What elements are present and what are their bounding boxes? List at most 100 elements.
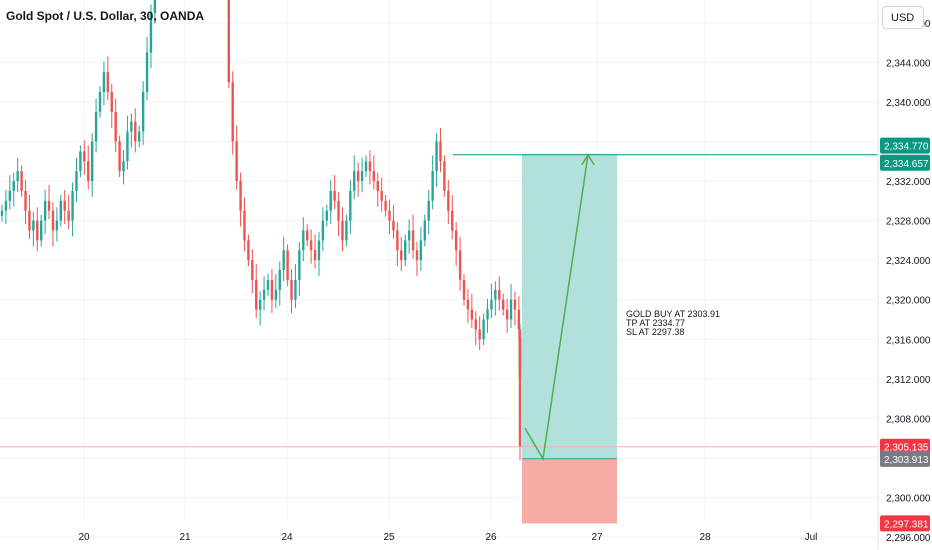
candle-body: [518, 359, 522, 379]
candle-body: [145, 52, 149, 93]
currency-button[interactable]: USD: [882, 6, 924, 29]
candle-body: [28, 210, 31, 231]
candle-body: [517, 309, 521, 330]
price-badge-label: 2,334.657: [884, 159, 929, 170]
candle-body: [313, 250, 317, 261]
y-tick-label: 2,308.000: [886, 414, 931, 425]
loss-zone: [522, 458, 617, 524]
x-tick-label: 28: [699, 532, 711, 543]
candle-body: [400, 250, 403, 261]
candle-body: [102, 72, 106, 93]
price-badge-label: 2,334.770: [884, 142, 929, 153]
candle-body: [505, 309, 509, 320]
candle-body: [122, 161, 125, 172]
candle-body: [439, 141, 442, 162]
candle-body: [251, 260, 254, 280]
candle-body: [466, 299, 470, 310]
y-tick-label: 2,300.000: [886, 494, 931, 505]
candle-body: [90, 141, 94, 182]
candle-body: [427, 200, 430, 221]
candle-body: [411, 230, 415, 251]
candle-body: [106, 72, 110, 93]
candle-body: [258, 299, 262, 310]
candle-body: [8, 190, 12, 201]
candle-body: [126, 131, 129, 162]
candle-body: [16, 171, 19, 182]
candle-body: [333, 190, 336, 201]
candle-body: [0, 210, 4, 216]
candle-body: [404, 240, 407, 261]
grid-lines: [0, 0, 878, 538]
candle-body: [227, 0, 230, 83]
candle-body: [494, 289, 497, 300]
candle-body: [138, 131, 141, 142]
candle-body: [32, 220, 35, 231]
candle-body: [278, 270, 281, 290]
candle-body: [67, 210, 70, 221]
candle-body: [431, 171, 434, 201]
candle-body: [12, 181, 15, 191]
candle-body: [153, 0, 157, 13]
candle-body: [141, 92, 145, 132]
candle-body: [321, 220, 325, 241]
candle-body: [47, 200, 51, 211]
candle-body: [118, 141, 121, 172]
x-tick-label: 25: [383, 532, 395, 543]
candle-body: [36, 220, 39, 241]
candle-body: [306, 230, 309, 241]
trade-arrow: [524, 154, 589, 462]
x-tick-label: 21: [179, 532, 191, 543]
annotation-line-sl: SL AT 2297.38: [626, 327, 685, 337]
price-badge-target: [880, 154, 930, 171]
candle-body: [79, 151, 82, 172]
candle-body: [353, 171, 356, 191]
candle-body: [294, 279, 297, 300]
candle-body: [298, 250, 301, 280]
y-tick-label: 2,344.000: [886, 58, 931, 69]
candle-body: [364, 161, 368, 172]
candle-body: [309, 240, 313, 251]
candle-body: [368, 161, 372, 172]
candle-body: [498, 289, 501, 300]
annotation-line-tp: TP AT 2334.77: [626, 318, 686, 328]
candle-body: [4, 200, 8, 211]
candle-body: [360, 171, 364, 182]
candle-body: [384, 200, 387, 211]
price-badge-label: 2,303.913: [884, 455, 929, 466]
candle-body: [317, 240, 321, 261]
candle-body: [356, 171, 360, 182]
candle-body: [407, 230, 411, 241]
candle-body: [266, 279, 270, 290]
candle-body: [87, 161, 90, 182]
candle-body: [302, 230, 305, 251]
candle-body: [509, 299, 513, 320]
candle-body: [451, 210, 454, 231]
y-tick-label: 2,316.000: [886, 335, 931, 346]
candle-body: [235, 141, 238, 182]
time-axis: 20 21 24 25 26 27 28 Jul: [78, 532, 817, 543]
profit-zone: [522, 153, 617, 459]
candle-body: [388, 210, 391, 221]
candle-body: [502, 299, 505, 310]
candle-body: [247, 240, 250, 261]
candle-body: [149, 12, 153, 53]
candle-body: [325, 210, 328, 221]
candle-body: [24, 190, 27, 211]
y-tick-label: 2,320.000: [886, 296, 931, 307]
candle-body: [349, 190, 352, 221]
candle-body: [341, 220, 344, 241]
candle-body: [286, 250, 289, 280]
candle-body: [372, 171, 376, 182]
candle-body: [270, 279, 274, 300]
candle-body: [513, 299, 517, 310]
candle-body: [255, 279, 258, 310]
x-tick-label: 26: [485, 532, 497, 543]
y-tick-label: 2,312.000: [886, 375, 931, 386]
candle-body: [419, 240, 423, 261]
candle-body: [435, 141, 438, 172]
candle-body: [392, 220, 395, 231]
candlestick-series: [0, 0, 522, 461]
candle-body: [63, 200, 66, 211]
candle-body: [518, 378, 522, 419]
